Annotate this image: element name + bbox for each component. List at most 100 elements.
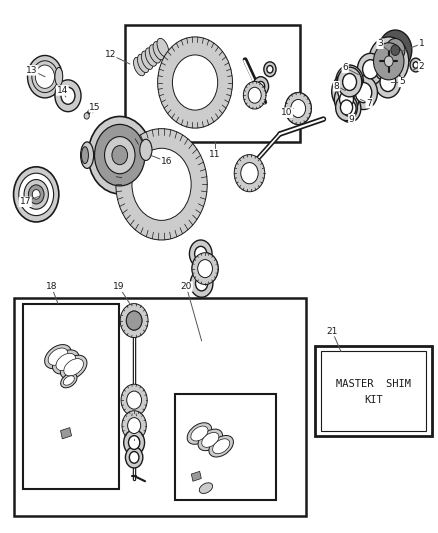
Circle shape — [132, 148, 191, 220]
Ellipse shape — [45, 344, 71, 369]
Ellipse shape — [212, 439, 230, 454]
Circle shape — [391, 45, 399, 55]
Circle shape — [385, 56, 393, 67]
Circle shape — [189, 240, 212, 268]
Circle shape — [248, 87, 261, 103]
Circle shape — [334, 85, 359, 114]
Circle shape — [357, 53, 384, 85]
Text: KIT: KIT — [364, 395, 383, 405]
Circle shape — [350, 76, 378, 110]
Circle shape — [125, 447, 143, 468]
Text: 6: 6 — [343, 63, 348, 72]
Circle shape — [285, 93, 311, 124]
Circle shape — [127, 391, 141, 409]
Circle shape — [126, 311, 142, 330]
Circle shape — [386, 38, 405, 62]
Circle shape — [241, 163, 258, 184]
Circle shape — [35, 65, 54, 88]
Circle shape — [192, 253, 218, 285]
Circle shape — [339, 91, 353, 108]
Text: 3: 3 — [377, 39, 383, 49]
Bar — [125, 25, 300, 142]
Circle shape — [84, 113, 89, 119]
Circle shape — [190, 270, 213, 297]
Bar — [23, 304, 119, 489]
Text: 1: 1 — [418, 39, 424, 49]
Ellipse shape — [81, 147, 88, 164]
Text: 5: 5 — [399, 77, 405, 86]
Text: 17: 17 — [20, 197, 31, 206]
Text: 15: 15 — [89, 103, 101, 112]
Circle shape — [126, 311, 142, 330]
Circle shape — [340, 100, 353, 115]
Circle shape — [121, 384, 147, 416]
Circle shape — [124, 430, 145, 455]
Ellipse shape — [153, 42, 165, 60]
Circle shape — [234, 155, 265, 192]
Ellipse shape — [140, 139, 152, 160]
Bar — [60, 427, 71, 439]
Circle shape — [61, 87, 75, 104]
Text: 8: 8 — [334, 82, 339, 91]
Text: 21: 21 — [326, 327, 338, 336]
Circle shape — [192, 253, 218, 285]
Circle shape — [338, 81, 355, 102]
Circle shape — [375, 66, 401, 98]
Circle shape — [112, 146, 127, 165]
Text: 7: 7 — [366, 99, 372, 108]
Ellipse shape — [64, 359, 84, 376]
Circle shape — [19, 173, 53, 216]
Circle shape — [173, 55, 218, 110]
Circle shape — [129, 451, 139, 463]
Ellipse shape — [145, 48, 157, 66]
Ellipse shape — [141, 51, 153, 69]
Text: 11: 11 — [209, 150, 220, 159]
Text: 20: 20 — [180, 282, 192, 291]
Bar — [315, 346, 432, 436]
Ellipse shape — [134, 58, 145, 76]
Ellipse shape — [198, 429, 223, 450]
Ellipse shape — [56, 353, 76, 370]
Circle shape — [285, 93, 311, 124]
Bar — [14, 298, 306, 516]
Circle shape — [380, 72, 396, 92]
Circle shape — [122, 411, 146, 440]
Ellipse shape — [64, 376, 74, 385]
Circle shape — [336, 94, 357, 120]
Circle shape — [127, 418, 141, 433]
Circle shape — [195, 276, 208, 291]
Circle shape — [95, 124, 145, 186]
Text: 16: 16 — [161, 157, 173, 166]
Text: 9: 9 — [349, 115, 355, 124]
Circle shape — [158, 37, 233, 128]
Circle shape — [291, 100, 306, 117]
Text: 19: 19 — [113, 282, 125, 291]
Text: 18: 18 — [46, 282, 57, 291]
Ellipse shape — [202, 432, 219, 447]
Circle shape — [198, 260, 212, 278]
Circle shape — [28, 185, 44, 204]
Circle shape — [374, 43, 404, 80]
Circle shape — [105, 136, 135, 174]
Circle shape — [28, 55, 62, 98]
Circle shape — [343, 74, 357, 91]
Circle shape — [116, 128, 207, 240]
Circle shape — [410, 58, 421, 72]
Ellipse shape — [336, 71, 363, 93]
Circle shape — [128, 435, 140, 449]
Ellipse shape — [53, 350, 79, 374]
Circle shape — [379, 68, 385, 75]
Circle shape — [379, 30, 412, 70]
Ellipse shape — [199, 483, 212, 494]
Circle shape — [32, 61, 58, 93]
Circle shape — [369, 37, 409, 86]
Circle shape — [338, 95, 361, 122]
Bar — [176, 394, 276, 500]
Ellipse shape — [191, 426, 208, 441]
Ellipse shape — [149, 45, 161, 63]
Ellipse shape — [60, 355, 87, 379]
Circle shape — [257, 82, 265, 91]
Bar — [191, 471, 201, 481]
Circle shape — [253, 77, 268, 96]
Circle shape — [343, 101, 356, 116]
